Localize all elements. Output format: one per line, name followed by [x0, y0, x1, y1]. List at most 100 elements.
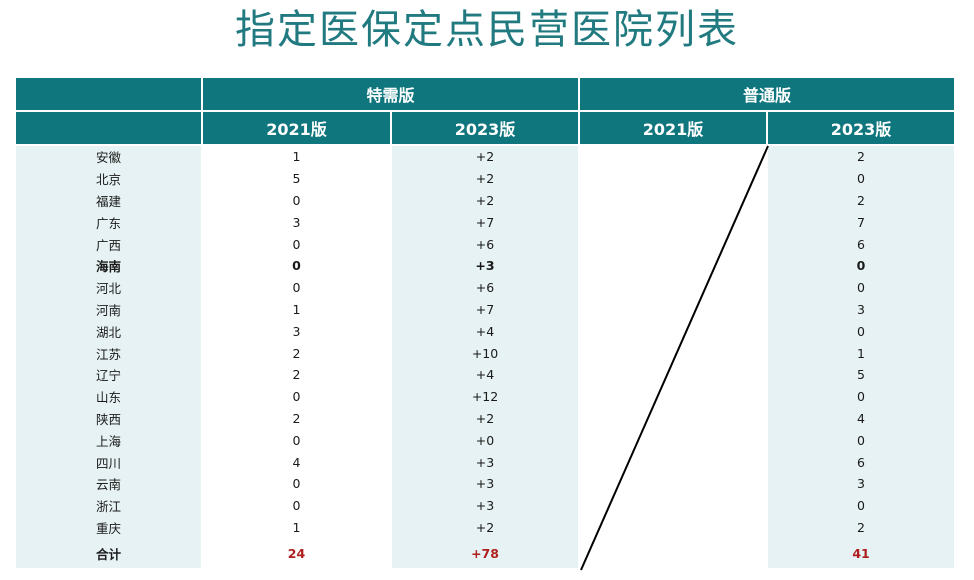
special-2021-cell: 2	[202, 342, 392, 364]
regular-2023-cell: 6	[767, 451, 955, 473]
special-2021-cell: 0	[202, 494, 392, 517]
special-2023-cell: +2	[391, 516, 581, 539]
special-2023-cell: +4	[391, 363, 581, 386]
province-cell: 陕西	[16, 407, 203, 430]
province-cell: 湖北	[16, 320, 203, 343]
special-2021-cell: 0	[202, 385, 392, 408]
regular-2021-cell	[579, 429, 769, 452]
special-2021-cell: 0	[202, 472, 392, 495]
regular-2023-cell: 0	[767, 385, 955, 408]
regular-2021-cell	[579, 342, 769, 364]
regular-2021-cell	[579, 233, 769, 255]
table-row: 浙江 0 +3 0	[16, 494, 955, 517]
special-2021-cell: 1	[202, 145, 392, 168]
hospital-table: 特需版 普通版 2021版 2023版 2021版 2023版 安徽 1 +2 2 北京…	[16, 78, 955, 569]
province-cell: 重庆	[16, 516, 203, 539]
regular-2023-cell: 2	[767, 145, 955, 168]
regular-2023-cell: 4	[767, 407, 955, 430]
special-2023-cell: +2	[391, 145, 581, 168]
special-2021-cell: 2	[202, 363, 392, 386]
regular-2021-cell	[579, 385, 769, 408]
table-row: 山东 0 +12 0	[16, 385, 955, 408]
table-row: 河北 0 +6 0	[16, 276, 955, 299]
special-2023-cell: +0	[391, 429, 581, 452]
header-special-2023: 2023版	[391, 111, 581, 146]
province-cell: 四川	[16, 451, 203, 473]
regular-2021-cell	[579, 472, 769, 495]
regular-2023-cell: 2	[767, 516, 955, 539]
special-2021-cell: 0	[202, 233, 392, 255]
special-2023-cell: +2	[391, 189, 581, 212]
special-2021-cell: 3	[202, 211, 392, 234]
table-row: 江苏 2 +10 1	[16, 342, 955, 364]
special-2023-cell: +2	[391, 167, 581, 190]
special-2021-cell: 4	[202, 451, 392, 473]
table-row: 云南 0 +3 3	[16, 472, 955, 495]
special-2021-cell: 0	[202, 276, 392, 299]
province-cell: 云南	[16, 472, 203, 495]
total-label: 合计	[16, 538, 203, 569]
table-row: 四川 4 +3 6	[16, 451, 955, 473]
special-2021-cell: 2	[202, 407, 392, 430]
table-row: 重庆 1 +2 2	[16, 516, 955, 539]
regular-2021-cell	[579, 516, 769, 539]
province-cell: 广西	[16, 233, 203, 255]
regular-2023-cell: 3	[767, 472, 955, 495]
table-row: 福建 0 +2 2	[16, 189, 955, 212]
header-special-2021: 2021版	[202, 111, 392, 146]
table-row: 海南 0 +3 0	[16, 254, 955, 277]
special-2021-cell: 0	[202, 254, 392, 277]
regular-2021-cell	[579, 145, 769, 168]
table-row: 广西 0 +6 6	[16, 233, 955, 255]
regular-2023-cell: 0	[767, 276, 955, 299]
regular-2023-cell: 0	[767, 429, 955, 452]
header-group-regular: 普通版	[579, 78, 955, 112]
regular-2021-cell	[579, 407, 769, 430]
regular-2021-cell	[579, 211, 769, 234]
special-2021-cell: 0	[202, 429, 392, 452]
regular-2021-cell	[579, 254, 769, 277]
province-cell: 广东	[16, 211, 203, 234]
header-regular-2023: 2023版	[767, 111, 955, 146]
header-group-row: 特需版 普通版	[16, 78, 955, 112]
total-regular-2021	[579, 538, 769, 569]
table-row: 陕西 2 +2 4	[16, 407, 955, 430]
special-2021-cell: 0	[202, 189, 392, 212]
special-2023-cell: +7	[391, 298, 581, 321]
regular-2023-cell: 5	[767, 363, 955, 386]
province-cell: 浙江	[16, 494, 203, 517]
province-cell: 北京	[16, 167, 203, 190]
province-cell: 上海	[16, 429, 203, 452]
regular-2021-cell	[579, 363, 769, 386]
regular-2023-cell: 0	[767, 494, 955, 517]
regular-2023-cell: 6	[767, 233, 955, 255]
regular-2021-cell	[579, 451, 769, 473]
special-2023-cell: +4	[391, 320, 581, 343]
total-regular-2023: 41	[767, 538, 955, 569]
special-2023-cell: +7	[391, 211, 581, 234]
regular-2023-cell: 0	[767, 320, 955, 343]
header-blank	[16, 78, 203, 112]
table-row: 安徽 1 +2 2	[16, 145, 955, 168]
header-blank-2	[16, 111, 203, 146]
province-cell: 安徽	[16, 145, 203, 168]
regular-2023-cell: 0	[767, 254, 955, 277]
special-2023-cell: +3	[391, 451, 581, 473]
special-2023-cell: +3	[391, 472, 581, 495]
regular-2021-cell	[579, 494, 769, 517]
province-cell: 山东	[16, 385, 203, 408]
regular-2023-cell: 0	[767, 167, 955, 190]
province-cell: 福建	[16, 189, 203, 212]
table-body: 安徽 1 +2 2 北京 5 +2 0 福建 0 +2 2 广东 3 +7 7 广西 0 +6 6 海南 0 +3 0 河北 0 +…	[16, 145, 955, 569]
regular-2021-cell	[579, 298, 769, 321]
regular-2021-cell	[579, 320, 769, 343]
province-cell: 辽宁	[16, 363, 203, 386]
special-2021-cell: 1	[202, 516, 392, 539]
regular-2021-cell	[579, 276, 769, 299]
special-2023-cell: +6	[391, 233, 581, 255]
table-row: 北京 5 +2 0	[16, 167, 955, 190]
regular-2021-cell	[579, 167, 769, 190]
regular-2021-cell	[579, 189, 769, 212]
header-group-special: 特需版	[202, 78, 581, 112]
header-regular-2021: 2021版	[579, 111, 769, 146]
